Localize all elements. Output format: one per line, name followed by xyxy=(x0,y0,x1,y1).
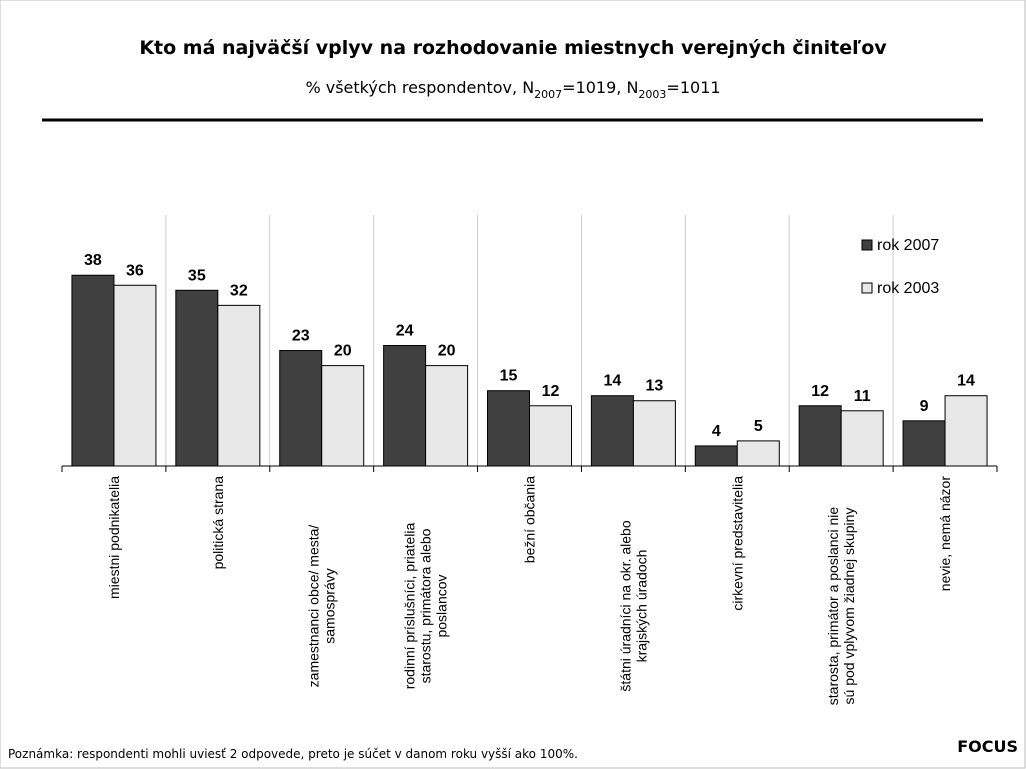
bar xyxy=(425,365,469,467)
x-tick-label: nevie, nemá názor xyxy=(937,476,953,592)
x-tick-label: politická strana xyxy=(210,476,226,570)
subtitle-part: =1011 xyxy=(666,78,720,97)
bar xyxy=(113,284,157,467)
legend-label: rok 2003 xyxy=(877,280,939,297)
bar xyxy=(632,400,676,467)
source: FOCUS xyxy=(957,737,1018,756)
value-label: 20 xyxy=(438,343,456,360)
value-label: 32 xyxy=(230,282,248,299)
note: Poznámka: respondenti mohli uviesť 2 odp… xyxy=(8,747,578,761)
bar xyxy=(487,390,530,467)
x-tick-label: krajských úradoch xyxy=(633,550,649,663)
value-label: 35 xyxy=(188,267,206,284)
value-label: 4 xyxy=(712,423,721,440)
bar xyxy=(529,405,572,467)
legend-label: rok 2007 xyxy=(877,237,939,254)
value-label: 14 xyxy=(957,373,975,390)
subtitle-part: % všetkých respondentov, N xyxy=(305,78,534,97)
x-tick-label: rodinní príslušníci, priatelia xyxy=(402,523,418,690)
value-label: 24 xyxy=(396,323,414,340)
value-label: 15 xyxy=(500,368,518,385)
subtitle-sub: 2003 xyxy=(638,88,666,101)
bar xyxy=(944,395,988,467)
subtitle-sub: 2007 xyxy=(534,88,562,101)
bar xyxy=(71,274,115,467)
legend-swatch xyxy=(861,239,873,251)
bar xyxy=(736,440,780,467)
bar xyxy=(383,345,427,467)
chart-subtitle: % všetkých respondentov, N2007=1019, N20… xyxy=(305,78,720,101)
bar xyxy=(321,365,365,467)
value-label: 23 xyxy=(292,328,310,345)
bar xyxy=(590,395,634,467)
bar xyxy=(798,405,842,467)
x-tick-label: starosta, primátor a poslanci nie xyxy=(825,507,841,706)
x-tick-label: sú pod vplyvom žiadnej skupiny xyxy=(841,508,857,705)
x-tick-label: starostu, primátora alebo xyxy=(418,528,434,683)
x-tick-label: poslancov xyxy=(434,574,450,637)
value-label: 11 xyxy=(854,388,871,405)
value-label: 14 xyxy=(603,373,621,390)
value-label: 12 xyxy=(542,383,560,400)
x-tick-label: cirkevní predstavitelia xyxy=(729,476,745,611)
x-tick-label: zamestnanci obce/ mesta/ xyxy=(306,525,322,688)
value-label: 9 xyxy=(920,398,929,415)
bar xyxy=(279,350,323,467)
bar xyxy=(902,420,946,467)
x-tick-label: miestni podnikatelia xyxy=(106,476,122,599)
bar xyxy=(217,304,261,467)
value-label: 20 xyxy=(334,343,352,360)
bar xyxy=(694,445,738,467)
value-label: 36 xyxy=(126,262,144,279)
x-tick-label: samosprávy xyxy=(322,568,338,643)
x-tick-label: bežní občania xyxy=(522,476,538,563)
x-tick-label: štátni úradníci na okr. alebo xyxy=(617,520,633,691)
chart-title: Kto má najväčší vplyv na rozhodovanie mi… xyxy=(139,37,887,59)
bar xyxy=(840,410,884,467)
value-label: 13 xyxy=(645,378,663,395)
legend-swatch xyxy=(861,282,873,294)
value-label: 38 xyxy=(84,252,102,269)
value-label: 12 xyxy=(811,383,829,400)
bar xyxy=(175,289,219,467)
value-label: 5 xyxy=(754,418,763,435)
subtitle-part: =1019, N xyxy=(562,78,638,97)
